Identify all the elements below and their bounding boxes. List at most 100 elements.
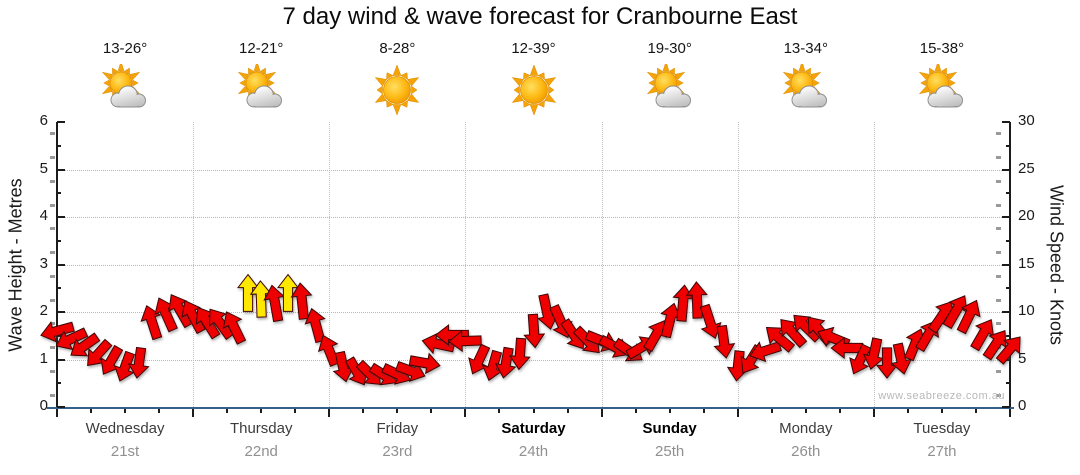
bottom-axis-tick [124, 409, 127, 413]
wind-arrow [702, 320, 746, 364]
grid-line-horizontal [57, 217, 1010, 218]
bottom-axis-tick [736, 409, 739, 417]
right-tick-label: 15 [1018, 254, 1035, 272]
bottom-axis-tick [294, 409, 297, 413]
axis-tick-minor [996, 298, 1001, 302]
axis-tick-minor [50, 179, 55, 183]
axis-tick [1002, 168, 1010, 171]
wind-arrow [743, 329, 787, 373]
bottom-axis-tick [770, 409, 773, 413]
axis-tick [57, 382, 61, 385]
day-temp-range: 8-28° [379, 40, 416, 57]
wind-arrow [62, 324, 106, 368]
axis-tick-minor [50, 227, 55, 231]
bottom-axis-tick [192, 409, 195, 417]
wind-arrow [947, 294, 991, 338]
right-axis-label: Wind Speed - Knots [1046, 184, 1067, 345]
axis-tick [57, 192, 61, 195]
day-date: 27th [927, 443, 957, 460]
right-tick-label: 5 [1018, 349, 1027, 367]
grid-line-horizontal [57, 169, 1010, 171]
weather-icon-partly-cloudy [235, 60, 287, 116]
wind-arrow [198, 301, 242, 345]
bottom-axis-tick [498, 409, 501, 413]
axis-tick [1006, 334, 1010, 337]
wind-arrow [838, 338, 882, 382]
weather-icon-partly-cloudy [644, 60, 696, 116]
watermark: www.seabreeze.com.au [878, 390, 1005, 402]
day-name: Monday [779, 420, 833, 437]
axis-tick [57, 121, 65, 123]
wind-arrow [294, 303, 338, 347]
left-tick-label: 4 [39, 207, 48, 224]
axis-tick-minor [50, 132, 55, 136]
page-title: 7 day wind & wave forecast for Cranbourn… [282, 3, 798, 30]
bottom-axis-tick [430, 409, 433, 413]
right-tick-label: 10 [1018, 302, 1035, 319]
axis-tick [1002, 121, 1010, 123]
axis-tick [57, 144, 61, 147]
weather-icon-partly-cloudy [780, 60, 832, 116]
bottom-axis-tick [396, 409, 399, 413]
wind-arrow [130, 300, 174, 344]
right-tick-label: 25 [1018, 159, 1035, 177]
axis-tick-minor [50, 346, 55, 350]
axis-tick [1006, 144, 1010, 147]
right-tick-label: 0 [1018, 397, 1027, 414]
day-temp-range: 13-34° [783, 40, 828, 57]
axis-tick-minor [996, 322, 1001, 326]
axis-tick-minor [50, 203, 55, 207]
bottom-axis-tick [668, 409, 671, 413]
bottom-axis-tick [90, 409, 93, 413]
day-name: Tuesday [913, 420, 971, 437]
left-tick-label: 0 [39, 397, 48, 414]
wind-arrow [280, 279, 324, 323]
bottom-axis-tick [838, 409, 841, 413]
axis-tick [57, 358, 65, 361]
grid-line-horizontal [57, 359, 1010, 361]
bottom-axis-line [47, 407, 1014, 409]
wind-arrow [443, 319, 487, 363]
weather-icon-sunny [371, 64, 423, 116]
wind-arrow [307, 328, 351, 372]
left-tick-label: 6 [39, 112, 48, 129]
axis-tick [57, 263, 65, 266]
day-temp-range: 15-38° [919, 40, 965, 57]
bottom-axis-tick [974, 409, 977, 413]
bottom-axis-tick [158, 409, 161, 413]
bottom-axis-tick [872, 409, 875, 417]
axis-tick [57, 311, 65, 313]
axis-tick [1002, 406, 1010, 408]
day-name: Friday [376, 420, 419, 437]
axis-tick-minor [996, 274, 1001, 278]
axis-tick-minor [996, 227, 1001, 231]
left-tick-label: 2 [39, 302, 48, 319]
axis-tick [1006, 287, 1010, 290]
day-temp-range: 19-30° [647, 40, 692, 57]
left-tick-label: 3 [39, 254, 48, 272]
bottom-axis-tick [702, 409, 705, 413]
wind-arrow [403, 341, 447, 385]
right-tick-label: 20 [1018, 207, 1035, 224]
wind-arrow [49, 317, 93, 361]
wind-arrow [852, 332, 896, 376]
axis-tick-minor [50, 393, 55, 397]
wind-arrow [988, 327, 1032, 371]
axis-tick [57, 334, 61, 337]
bottom-axis-tick [634, 409, 637, 413]
day-temp-range: 12-21° [239, 40, 284, 57]
day-date: 26th [791, 443, 821, 460]
wind-arrow [512, 309, 556, 353]
wind-arrow [253, 281, 297, 325]
axis-tick [57, 239, 61, 242]
left-tick-label: 1 [39, 349, 48, 367]
axis-tick-minor [996, 393, 1001, 397]
axis-tick [1006, 239, 1010, 242]
bottom-axis-tick [226, 409, 229, 413]
bottom-axis-tick [328, 409, 331, 417]
axis-tick [57, 216, 65, 218]
day-temp-range: 12-39° [511, 40, 556, 57]
bottom-axis-tick [532, 409, 535, 413]
wind-arrow [498, 332, 542, 376]
